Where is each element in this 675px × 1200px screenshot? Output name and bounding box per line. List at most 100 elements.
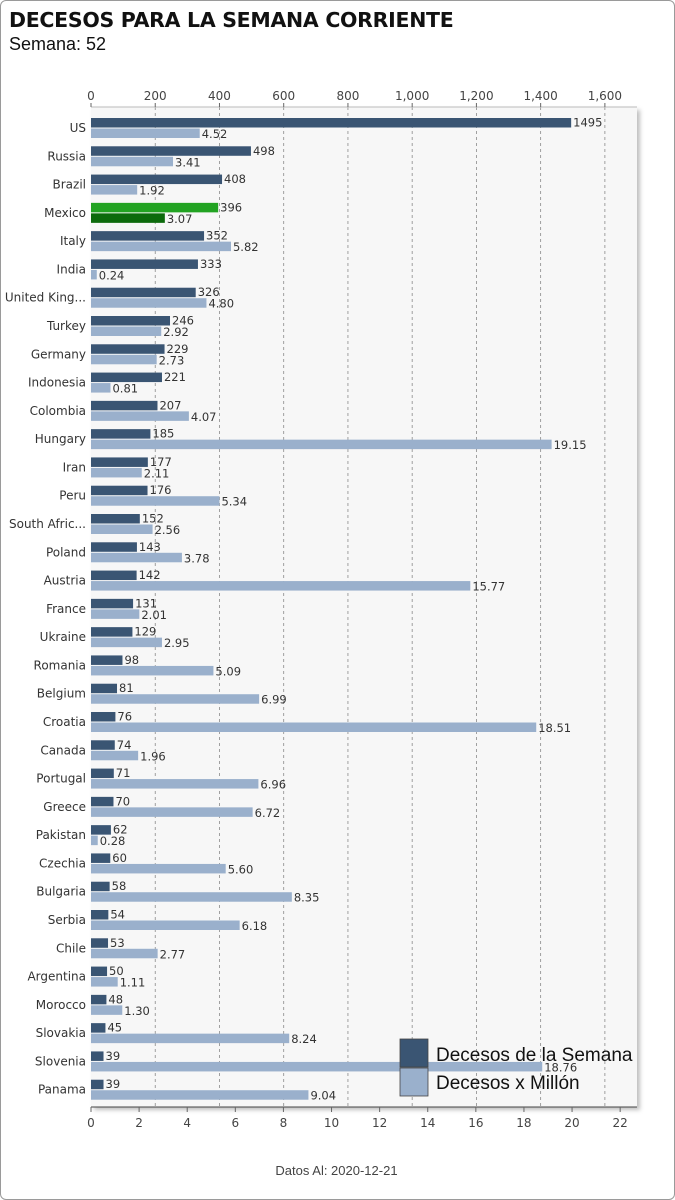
bar-deaths-4 [91, 231, 205, 241]
legend-swatch-deaths [399, 1038, 429, 1068]
bars: 1495 4.52 498 3.41 408 1.92 396 3.07 352 5.82 333 0… [91, 116, 602, 1103]
bottom-axis-tick-label-3: 6 [231, 1116, 239, 1130]
category-label-31: Morocco [36, 998, 86, 1012]
legend-label-deaths: Decesos de la Semana [436, 1045, 633, 1066]
value-label-per-million-5: 0.24 [99, 268, 125, 282]
bar-deaths-19 [91, 655, 123, 665]
value-label-per-million-8: 2.73 [159, 353, 185, 367]
category-label-10: Colombia [30, 404, 86, 418]
top-axis-tick-label-3: 600 [272, 89, 295, 103]
value-label-per-million-29: 2.77 [160, 947, 186, 961]
legend-swatch-per-million [399, 1067, 429, 1097]
category-label-3: Mexico [44, 206, 86, 220]
bottom-axis-tick-label-1: 2 [135, 1116, 143, 1130]
category-label-27: Bulgaria [36, 885, 86, 899]
legend-label-per-million: Decesos x Millón [436, 1073, 580, 1094]
value-label-deaths-11: 185 [152, 427, 174, 441]
bar-per-million-26 [91, 863, 226, 874]
chart-title: DECESOS PARA LA SEMANA CORRIENTE [9, 8, 454, 32]
bar-per-million-18 [91, 637, 162, 648]
bar-deaths-10 [91, 400, 158, 411]
category-label-11: Hungary [35, 432, 86, 446]
bottom-axis-tick-label-10: 20 [564, 1116, 579, 1130]
value-label-per-million-23: 6.96 [260, 778, 286, 792]
value-label-per-million-4: 5.82 [233, 240, 259, 254]
value-label-deaths-12: 177 [150, 455, 172, 469]
top-axis-tick-label-6: 1,200 [459, 89, 493, 103]
value-label-per-million-10: 4.07 [191, 410, 217, 424]
value-label-deaths-25: 62 [113, 823, 128, 837]
bar-per-million-6 [91, 298, 207, 308]
value-label-per-million-2: 1.92 [139, 184, 165, 198]
bar-deaths-29 [91, 938, 109, 948]
category-label-8: Germany [31, 347, 86, 361]
value-label-deaths-5: 333 [200, 257, 222, 271]
bar-per-million-12 [91, 467, 142, 478]
top-axis-tick-label-5: 1,000 [395, 89, 429, 103]
bar-per-million-13 [91, 496, 220, 506]
value-label-per-million-27: 8.35 [294, 891, 320, 905]
bottom-axis: 0 2 4 6 8 10 12 14 16 18 20 22 [87, 1106, 637, 1130]
bottom-axis-tick-label-7: 14 [420, 1116, 435, 1130]
bar-deaths-24 [91, 796, 114, 807]
bar-deaths-25 [91, 825, 111, 835]
value-label-deaths-19: 98 [124, 653, 139, 667]
bar-deaths-17 [91, 598, 134, 609]
category-label-2: Brazil [53, 178, 87, 192]
value-label-deaths-8: 229 [167, 342, 189, 356]
value-label-per-million-0: 4.52 [202, 127, 228, 141]
category-label-16: Austria [44, 574, 86, 588]
value-label-deaths-32: 45 [107, 1021, 122, 1035]
category-label-20: Belgium [37, 687, 86, 701]
value-label-per-million-22: 1.96 [140, 749, 166, 763]
value-label-per-million-3: 3.07 [167, 212, 193, 226]
bar-per-million-29 [91, 948, 158, 959]
category-label-32: Slovakia [36, 1026, 86, 1040]
value-label-deaths-14: 152 [142, 512, 164, 526]
bottom-axis-tick-label-11: 22 [613, 1116, 628, 1130]
category-label-21: Croatia [43, 715, 86, 729]
bar-deaths-8 [91, 344, 165, 354]
top-axis-tick-label-4: 800 [336, 89, 359, 103]
bar-deaths-18 [91, 627, 133, 637]
value-label-deaths-30: 50 [109, 964, 124, 978]
bar-per-million-30 [91, 977, 118, 987]
value-label-deaths-28: 54 [110, 908, 125, 922]
bar-per-million-19 [91, 665, 214, 676]
category-label-30: Argentina [27, 970, 86, 984]
value-label-deaths-13: 176 [150, 483, 172, 497]
bar-per-million-28 [91, 920, 240, 930]
value-label-deaths-1: 498 [253, 144, 275, 158]
bar-deaths-31 [91, 994, 107, 1005]
chart-subtitle: Semana: 52 [9, 34, 107, 54]
bottom-axis-tick-label-8: 16 [468, 1116, 483, 1130]
bottom-axis-tick-label-5: 10 [324, 1116, 339, 1130]
bar-deaths-34 [91, 1079, 104, 1090]
top-axis-tick-label-2: 400 [208, 89, 231, 103]
value-label-per-million-11: 19.15 [554, 438, 587, 452]
value-label-deaths-27: 58 [112, 879, 127, 893]
value-label-deaths-23: 71 [116, 766, 131, 780]
category-label-33: Slovenia [35, 1054, 86, 1068]
category-label-12: Iran [63, 460, 86, 474]
value-label-per-million-6: 4.80 [208, 297, 234, 311]
value-label-deaths-20: 81 [119, 681, 134, 695]
category-label-1: Russia [47, 149, 86, 163]
bar-per-million-34 [91, 1090, 309, 1100]
top-axis-tick-label-8: 1,600 [588, 89, 622, 103]
bar-deaths-33 [91, 1051, 104, 1061]
value-label-per-million-33: 18.76 [544, 1060, 577, 1074]
value-label-per-million-12: 2.11 [144, 466, 170, 480]
top-axis: 0 200 400 600 800 1,000 1,200 1,400 1,600 [87, 89, 637, 108]
bar-deaths-14 [91, 514, 140, 524]
value-label-per-million-1: 3.41 [175, 155, 201, 169]
bar-per-million-27 [91, 892, 292, 902]
value-label-per-million-30: 1.11 [120, 976, 146, 990]
value-label-deaths-21: 76 [117, 710, 132, 724]
category-label-18: Ukraine [40, 630, 86, 644]
bar-per-million-23 [91, 779, 259, 789]
category-label-25: Pakistan [36, 828, 86, 842]
bar-deaths-15 [91, 542, 137, 552]
value-label-per-million-7: 2.92 [163, 325, 189, 339]
category-label-7: Turkey [46, 319, 86, 333]
